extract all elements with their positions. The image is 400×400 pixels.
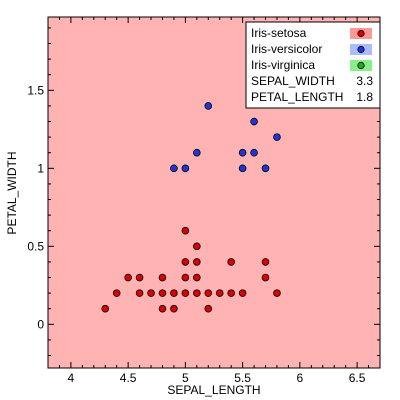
y-tick-label: 1.5	[27, 83, 44, 97]
legend: Iris-setosa Iris-versicolor Iris-virginica…	[245, 21, 381, 109]
data-point	[181, 273, 190, 282]
x-tick-label: 4.5	[120, 371, 137, 385]
data-point	[158, 273, 167, 282]
data-point	[227, 289, 235, 297]
data-point	[147, 289, 155, 297]
data-point	[101, 304, 110, 313]
data-point	[215, 289, 224, 297]
data-point	[193, 242, 201, 251]
data-point	[181, 226, 190, 235]
readout-label: PETAL_LENGTH	[251, 90, 343, 104]
data-point	[250, 148, 258, 157]
legend-label: Iris-virginica	[251, 58, 315, 72]
data-point	[261, 258, 270, 266]
legend-label: Iris-setosa	[251, 26, 307, 40]
data-point	[238, 289, 247, 297]
data-point	[193, 148, 201, 157]
y-tick-label: 0	[37, 317, 44, 331]
data-point	[170, 289, 178, 297]
data-point	[170, 304, 178, 313]
data-point	[227, 258, 235, 266]
data-point	[273, 133, 281, 141]
data-point	[261, 164, 270, 173]
data-point	[204, 304, 213, 313]
data-points	[101, 102, 281, 313]
legend-marker	[357, 45, 365, 54]
x-tick-label: 5	[182, 371, 189, 385]
legend-label: Iris-versicolor	[251, 42, 322, 56]
data-point	[181, 164, 190, 173]
readout-value: 3.3	[356, 74, 373, 88]
data-point	[273, 289, 281, 297]
x-tick-label: 5.5	[234, 371, 251, 385]
data-point	[193, 273, 201, 282]
data-point	[135, 289, 144, 297]
data-point	[158, 289, 167, 297]
plot-frame	[47, 16, 381, 369]
data-point	[193, 289, 201, 297]
data-point	[112, 289, 121, 297]
y-axis-ticks: 0 0.5 1 1.5	[27, 27, 380, 357]
readout-label: SEPAL_WIDTH	[251, 74, 335, 88]
data-point	[193, 258, 201, 266]
legend-marker	[357, 29, 365, 38]
x-axis-ticks: 4 4.5 5 5.5 6 6.5	[58, 17, 370, 385]
x-tick-label: 6.5	[349, 371, 366, 385]
legend-marker	[357, 61, 365, 70]
x-tick-label: 6	[297, 371, 304, 385]
data-point	[204, 289, 213, 297]
y-axis-title: PETAL_WIDTH	[5, 151, 19, 234]
data-point	[181, 258, 190, 266]
data-point	[204, 102, 213, 110]
data-point	[250, 117, 258, 126]
data-point	[238, 164, 247, 173]
data-point	[135, 273, 144, 282]
data-point	[181, 289, 190, 297]
axes	[47, 16, 381, 369]
data-point	[124, 273, 132, 282]
y-tick-label: 1	[37, 161, 44, 175]
readout-value: 1.8	[356, 90, 373, 104]
data-point	[158, 304, 167, 313]
data-point	[170, 164, 178, 173]
x-tick-label: 4	[68, 371, 75, 385]
y-tick-label: 0.5	[27, 239, 44, 253]
x-axis-title: SEPAL_LENGTH	[167, 383, 260, 397]
data-point	[261, 273, 270, 282]
data-point	[238, 148, 247, 157]
